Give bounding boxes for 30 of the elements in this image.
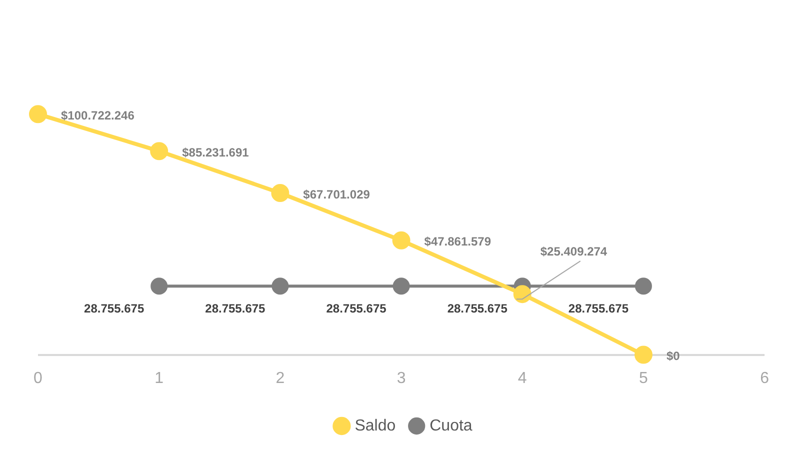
x-tick-label: 5 xyxy=(639,370,648,387)
point xyxy=(634,278,652,295)
point xyxy=(272,278,289,295)
data-label: $100.722.246 xyxy=(61,108,135,122)
legend-label: Saldo xyxy=(354,417,396,434)
point xyxy=(150,142,168,160)
x-tick-label: 4 xyxy=(518,370,527,387)
point xyxy=(513,285,532,304)
x-tick-label: 3 xyxy=(396,370,406,387)
point xyxy=(271,184,290,202)
point xyxy=(29,105,47,124)
x-tick-label: 1 xyxy=(154,370,164,387)
point xyxy=(150,278,168,295)
data-label: 28.755.675 xyxy=(326,301,387,316)
point xyxy=(392,231,410,250)
data-label: $25.409.274 xyxy=(540,244,608,258)
data-label: 28.755.675 xyxy=(84,301,144,316)
x-tick-label: 0 xyxy=(34,370,43,387)
point xyxy=(634,346,652,364)
data-label: 28.755.675 xyxy=(205,301,266,316)
point xyxy=(392,278,410,295)
data-label: $0 xyxy=(666,349,680,364)
data-label: $67.701.029 xyxy=(303,187,370,202)
x-tick-label: 6 xyxy=(760,370,770,387)
data-label: 28.755.675 xyxy=(568,301,629,316)
data-label: $47.861.579 xyxy=(424,234,492,249)
data-label: 28.755.675 xyxy=(447,301,508,316)
legend-label: Cuota xyxy=(430,417,472,434)
data-label: $85.231.691 xyxy=(182,145,250,160)
x-tick-label: 2 xyxy=(276,370,285,387)
